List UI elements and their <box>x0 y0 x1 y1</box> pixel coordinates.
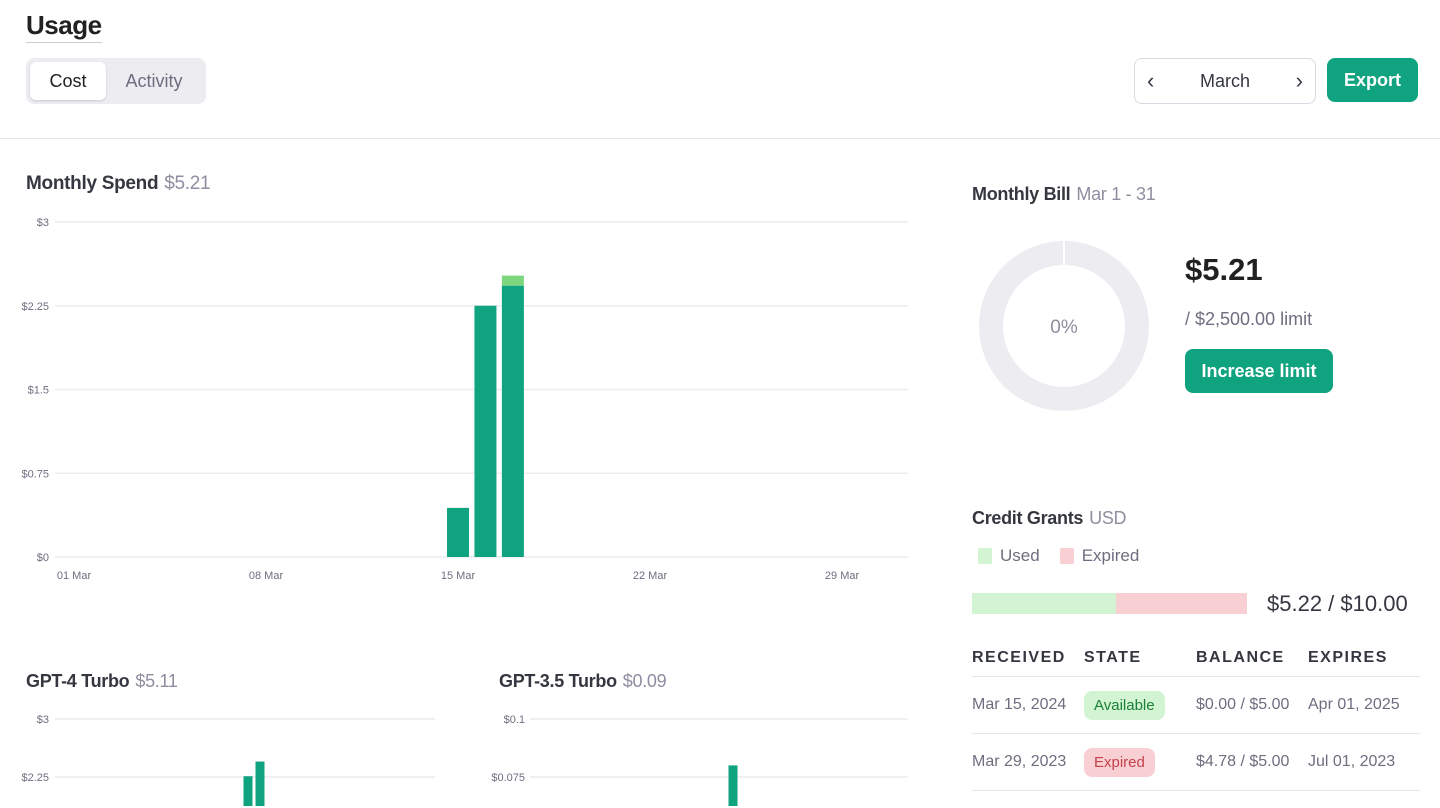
usage-charts: $0 $0.75 $1.5 $2.25 $3 01 Mar 08 Mar 15 Mar 22 M… <box>21 217 908 806</box>
y-tick-label: $0 <box>37 552 49 564</box>
gpt35-amount: $0.09 <box>622 671 667 691</box>
monthly-spend-amount: $5.21 <box>164 173 211 194</box>
col-expires: EXPIRES <box>1308 640 1420 677</box>
y-tick-label: $2.25 <box>21 301 49 313</box>
legend-expired-label: Expired <box>1081 546 1140 565</box>
tab-cost[interactable]: Cost <box>30 62 106 100</box>
monthly-spend-label: Monthly Spend <box>26 173 159 194</box>
y-tick-label: $2.25 <box>21 772 49 784</box>
state-cell: Expired <box>1084 733 1196 791</box>
tab-activity[interactable]: Activity <box>125 70 183 91</box>
table-row: Mar 15, 2024 Available $0.00 / $5.00 Apr… <box>972 676 1420 734</box>
y-tick-label: $0.1 <box>504 714 525 726</box>
bar <box>501 285 524 557</box>
legend-used: Used <box>978 546 1040 566</box>
gpt35-heading: GPT-3.5 Turbo $0.09 <box>499 671 667 692</box>
gpt4-label: GPT-4 Turbo <box>26 671 130 691</box>
col-state: STATE <box>1084 640 1196 677</box>
credit-grants-heading: Credit Grants USD <box>972 508 1127 529</box>
legend-expired: Expired <box>1059 546 1140 566</box>
bill-amount: $5.21 <box>1185 252 1263 287</box>
credit-usage-bar <box>972 593 1247 614</box>
gpt35-label: GPT-3.5 Turbo <box>499 671 617 691</box>
chevron-left-icon[interactable]: ‹ <box>1147 68 1155 93</box>
credit-grants-label: Credit Grants <box>972 508 1084 528</box>
header-divider <box>0 138 1440 139</box>
credit-grants-currency: USD <box>1089 508 1127 528</box>
expires-cell: Apr 01, 2025 <box>1308 676 1420 734</box>
page-title: Usage <box>26 10 102 43</box>
bill-donut-chart: 0% <box>979 241 1149 411</box>
credit-total: $5.22 / $10.00 <box>1267 591 1408 616</box>
status-badge: Available <box>1084 690 1165 720</box>
received-cell: Mar 29, 2023 <box>972 733 1084 791</box>
bar <box>255 761 265 806</box>
col-received: RECEIVED <box>972 640 1084 677</box>
bar <box>501 275 524 286</box>
gpt4-amount: $5.11 <box>135 671 178 691</box>
y-tick-label: $3 <box>37 714 49 726</box>
bill-limit: / $2,500.00 limit <box>1185 309 1313 329</box>
view-toggle: Cost Activity <box>26 58 206 104</box>
y-tick-label: $0.075 <box>491 772 525 784</box>
export-button[interactable]: Export <box>1327 58 1418 102</box>
month-picker: ‹ March › <box>1134 58 1316 104</box>
credit-used-segment <box>972 593 1116 614</box>
x-tick-label: 01 Mar <box>57 570 92 582</box>
col-balance: BALANCE <box>1196 640 1308 677</box>
status-badge: Expired <box>1084 747 1155 777</box>
y-tick-label: $1.5 <box>28 385 49 397</box>
y-tick-label: $0.75 <box>21 468 49 480</box>
expires-cell: Jul 01, 2023 <box>1308 733 1420 791</box>
expired-swatch <box>1059 548 1074 564</box>
used-swatch <box>978 548 992 564</box>
bar <box>243 776 253 806</box>
x-tick-label: 08 Mar <box>249 570 284 582</box>
credit-expired-segment <box>1115 593 1247 614</box>
balance-cell: $4.78 / $5.00 <box>1196 733 1308 791</box>
state-cell: Available <box>1084 676 1196 734</box>
monthly-spend-heading: Monthly Spend $5.21 <box>26 173 211 195</box>
month-label: March <box>1199 70 1250 91</box>
x-tick-label: 29 Mar <box>825 570 860 582</box>
donut-percent: 0% <box>1050 317 1078 338</box>
monthly-bill-heading: Monthly Bill Mar 1 - 31 <box>972 184 1156 205</box>
bar <box>728 765 738 806</box>
y-tick-label: $3 <box>37 217 49 229</box>
credit-legend: Used Expired <box>978 546 1159 566</box>
monthly-bill-range: Mar 1 - 31 <box>1076 184 1156 204</box>
x-tick-label: 22 Mar <box>633 570 668 582</box>
chevron-right-icon[interactable]: › <box>1295 68 1303 93</box>
credit-grants-table: RECEIVED STATE BALANCE EXPIRES Mar 15, 2… <box>972 640 1420 791</box>
x-tick-label: 15 Mar <box>441 570 476 582</box>
increase-limit-button[interactable]: Increase limit <box>1185 349 1333 393</box>
gpt4-heading: GPT-4 Turbo $5.11 <box>26 671 178 692</box>
balance-cell: $0.00 / $5.00 <box>1196 676 1308 734</box>
monthly-bill-label: Monthly Bill <box>972 184 1071 204</box>
table-row: Mar 29, 2023 Expired $4.78 / $5.00 Jul 0… <box>972 733 1420 791</box>
bar <box>474 305 497 557</box>
received-cell: Mar 15, 2024 <box>972 676 1084 734</box>
legend-used-label: Used <box>1000 546 1040 565</box>
table-header: RECEIVED STATE BALANCE EXPIRES <box>972 640 1420 677</box>
bar <box>447 507 470 557</box>
